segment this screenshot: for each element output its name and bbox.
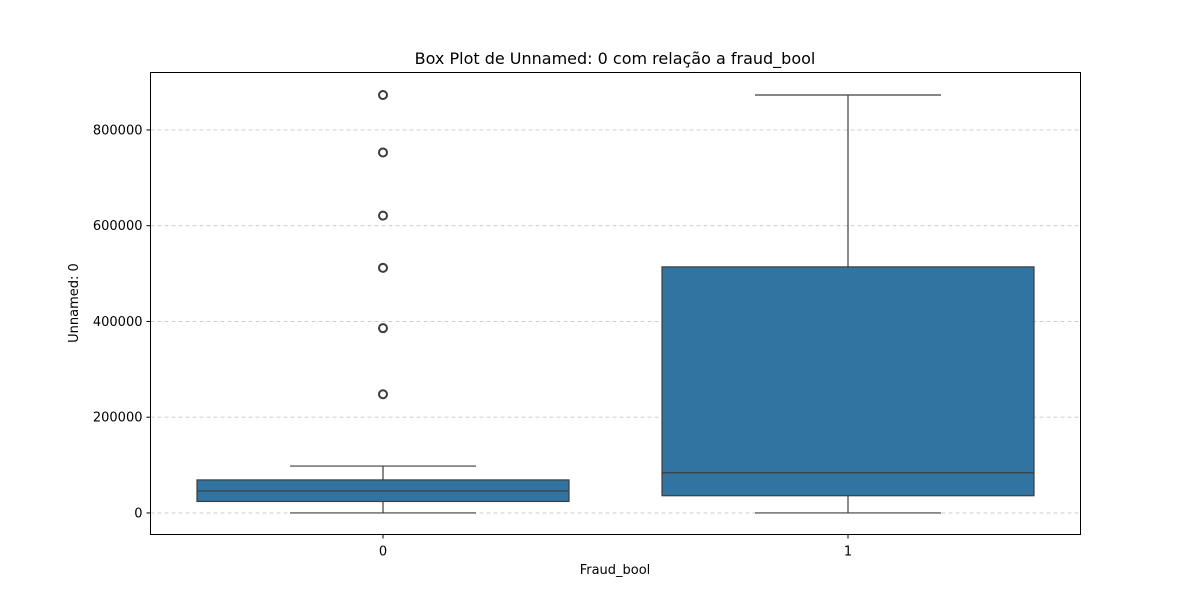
plot-area-frame [150,72,1081,535]
box-group-0 [196,90,570,514]
y-tick-label: 600000 [93,219,143,234]
box-series [196,90,1035,514]
outlier-point [378,210,388,221]
outlier-point [378,90,388,101]
y-tick-label: 800000 [93,123,143,138]
x-axis-label: Fraud_bool [580,563,651,578]
chart-title: Box Plot de Unnamed: 0 com relação a fra… [415,49,816,69]
x-tick-label: 0 [379,545,387,560]
outlier-point [378,147,388,158]
y-tick-label: 400000 [93,315,143,330]
iqr-box [661,266,1035,497]
outlier-point [378,262,388,273]
outlier-point [378,389,388,400]
outlier-point [378,323,388,334]
y-axis: 0 200000 400000 600000 800000 [93,123,151,521]
y-axis-label: Unnamed: 0 [67,263,82,343]
y-tick-label: 0 [134,506,142,521]
y-tick-label: 200000 [93,411,143,426]
x-tick-label: 1 [844,545,852,560]
box-group-1 [661,94,1035,514]
